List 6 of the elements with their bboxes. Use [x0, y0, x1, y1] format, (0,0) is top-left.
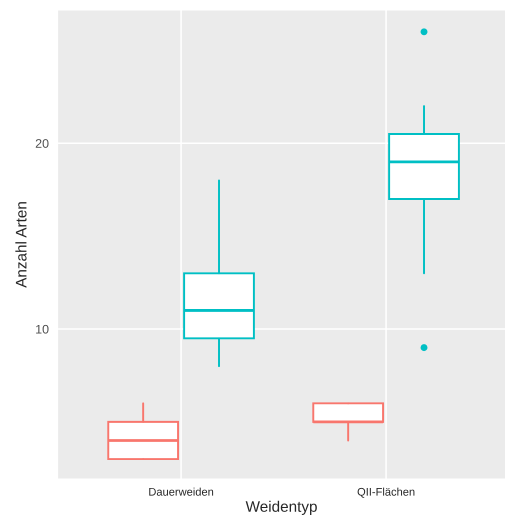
y-axis-title: Anzahl Arten	[15, 202, 27, 288]
x-tick-label: QII-Flächen	[358, 488, 414, 498]
y-tick-label: 20	[36, 139, 49, 148]
x-tick-label: Dauerweiden	[149, 488, 214, 496]
x-axis-title: Weidentyp	[246, 500, 317, 515]
y-tick-label: 10	[36, 324, 49, 334]
